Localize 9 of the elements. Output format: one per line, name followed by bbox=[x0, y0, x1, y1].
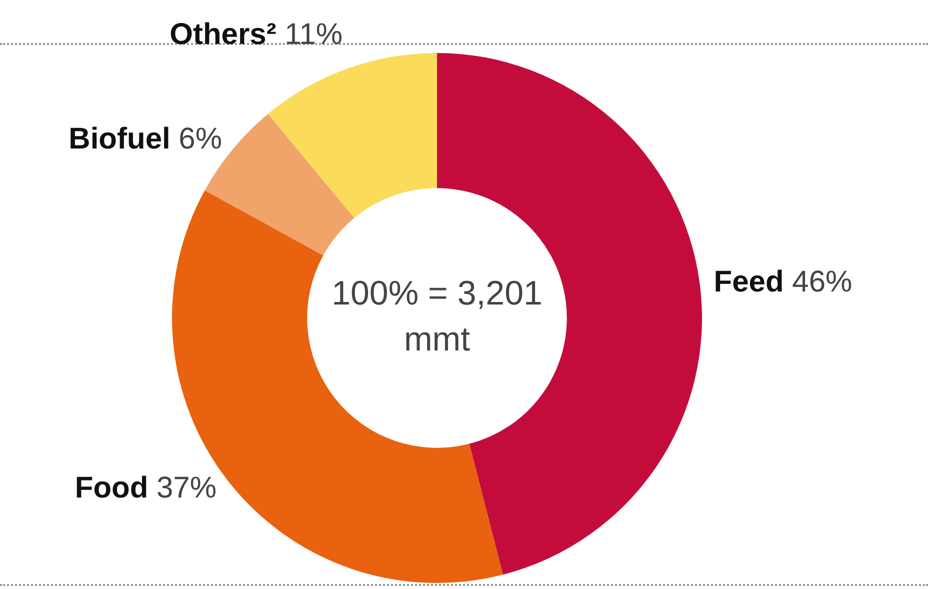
text: 100% = 3,201 mmt bbox=[332, 274, 542, 358]
slice-label: Biofuel bbox=[68, 122, 170, 156]
data-label: 46% bbox=[792, 265, 852, 298]
data-label: 11% bbox=[284, 18, 343, 51]
slice-label: Food bbox=[74, 471, 148, 504]
data-label: 37% bbox=[156, 471, 217, 504]
data-label: 6% bbox=[178, 122, 222, 156]
slice-label: Others² bbox=[170, 18, 276, 51]
slice-label: Feed bbox=[714, 265, 784, 298]
